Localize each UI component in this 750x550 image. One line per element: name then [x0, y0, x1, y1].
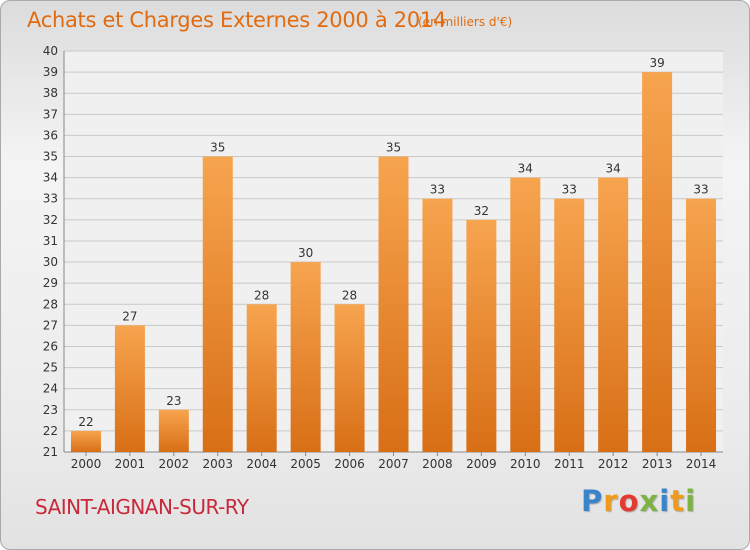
bar-value-label: 32	[474, 204, 489, 218]
x-tick-label: 2008	[422, 457, 453, 471]
x-tick-label: 2010	[510, 457, 541, 471]
bar-value-label: 28	[342, 288, 357, 302]
bar-value-label: 34	[606, 162, 621, 176]
bar	[158, 409, 189, 452]
bar	[246, 304, 277, 452]
bar	[334, 304, 365, 452]
y-tick-label: 23	[43, 403, 58, 417]
unit-note: (en milliers d'€)	[418, 15, 513, 29]
chart-title: Achats et Charges Externes 2000 à 2014	[27, 8, 447, 32]
x-tick-label: 2013	[642, 457, 673, 471]
bar-value-label: 33	[693, 183, 708, 197]
y-tick-label: 30	[43, 255, 58, 269]
bar-value-label: 35	[386, 141, 401, 155]
bar-value-label: 35	[210, 141, 225, 155]
bar-value-label: 34	[518, 162, 533, 176]
bar-value-label: 33	[430, 183, 445, 197]
bar	[378, 156, 409, 453]
bar	[554, 198, 585, 452]
x-tick-label: 2001	[115, 457, 146, 471]
y-tick-label: 40	[43, 44, 58, 58]
y-tick-label: 33	[43, 192, 58, 206]
bar-value-label: 30	[298, 246, 313, 260]
x-tick-label: 2011	[554, 457, 585, 471]
bar-value-label: 33	[562, 183, 577, 197]
y-tick-label: 24	[43, 382, 58, 396]
bar-value-label: 23	[166, 394, 181, 408]
y-tick-label: 37	[43, 107, 58, 121]
bar	[510, 177, 541, 452]
x-tick-label: 2009	[466, 457, 497, 471]
x-tick-label: 2006	[334, 457, 365, 471]
y-tick-label: 29	[43, 276, 58, 290]
bar	[422, 198, 453, 452]
logo-letter: P	[581, 484, 604, 518]
x-tick-label: 2014	[686, 457, 717, 471]
bar-value-label: 27	[122, 309, 137, 323]
logo-letter: x	[639, 484, 660, 518]
x-tick-label: 2002	[159, 457, 190, 471]
x-tick-label: 2004	[246, 457, 277, 471]
y-tick-label: 28	[43, 297, 58, 311]
bar	[202, 156, 233, 453]
x-tick-label: 2012	[598, 457, 629, 471]
x-tick-label: 2007	[378, 457, 409, 471]
y-tick-label: 38	[43, 86, 58, 100]
y-tick-label: 31	[43, 234, 58, 248]
bar-value-label: 28	[254, 288, 269, 302]
bar	[290, 262, 321, 452]
bar	[642, 72, 673, 453]
bar	[466, 219, 497, 452]
bar	[114, 325, 145, 452]
logo-letter: r	[603, 484, 619, 518]
y-tick-label: 21	[43, 445, 58, 459]
bar	[598, 177, 629, 452]
logo-letter: o	[618, 484, 640, 518]
y-tick-label: 22	[43, 424, 58, 438]
y-tick-label: 32	[43, 213, 58, 227]
y-tick-label: 34	[43, 171, 58, 185]
y-tick-label: 35	[43, 150, 58, 164]
bar-value-label: 22	[78, 415, 93, 429]
bar-value-label: 39	[649, 56, 664, 70]
y-tick-label: 39	[43, 65, 58, 79]
x-tick-label: 2000	[71, 457, 102, 471]
bar	[686, 198, 717, 452]
logo-letter: i	[659, 484, 671, 518]
proxiti-logo: Proxiti	[581, 484, 696, 518]
y-tick-label: 36	[43, 128, 58, 142]
y-tick-label: 26	[43, 339, 58, 353]
y-tick-label: 27	[43, 318, 58, 332]
logo-letter: t	[670, 484, 686, 518]
bar	[70, 430, 101, 452]
x-tick-label: 2003	[202, 457, 233, 471]
place-name: SAINT-AIGNAN-SUR-RY	[35, 495, 249, 519]
logo-letter: i	[685, 484, 697, 518]
y-tick-label: 25	[43, 361, 58, 375]
x-tick-label: 2005	[290, 457, 321, 471]
